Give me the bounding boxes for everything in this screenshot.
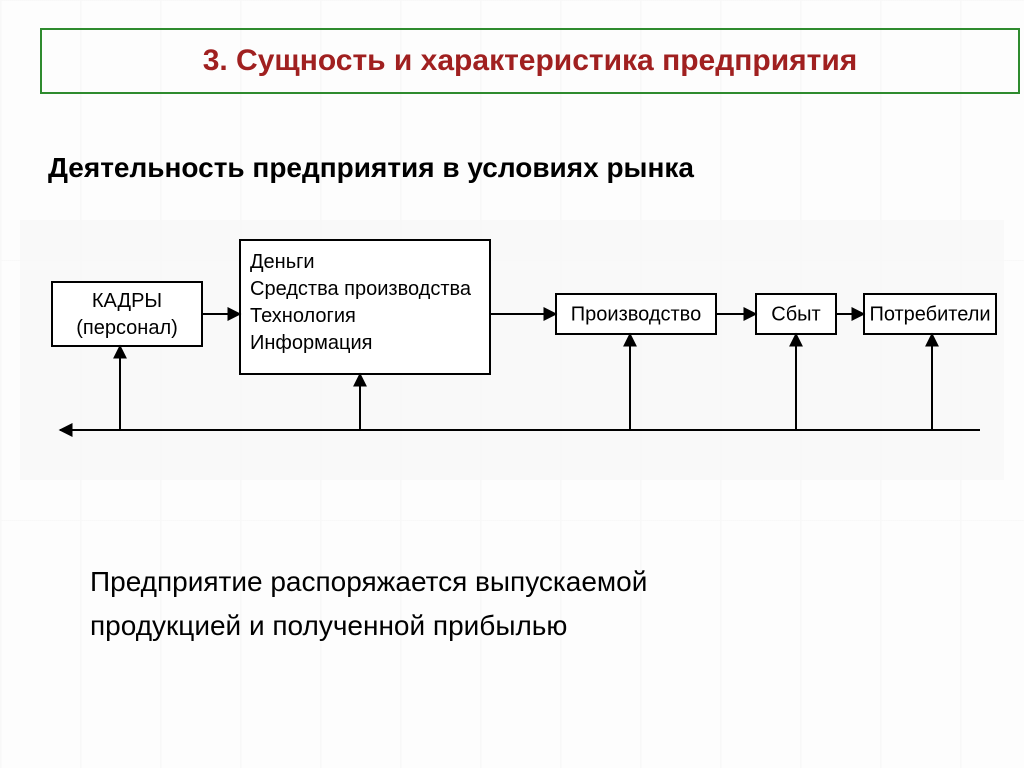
- flowchart-svg: КАДРЫ (персонал) Деньги Средства производст…: [20, 220, 1004, 480]
- subtitle-text: Деятельность предприятия в условиях рынк…: [48, 152, 694, 183]
- slide: 3. Сущность и характеристика предприятия…: [0, 0, 1024, 768]
- flowchart-node-label: Потребители: [869, 304, 990, 326]
- flowchart-node-label: Информация: [250, 332, 372, 354]
- flowchart-node-label: Технология: [250, 305, 356, 327]
- flowchart-node-label: (персонал): [76, 317, 178, 339]
- bottom-note-line-2: продукцией и полученной прибылью: [90, 604, 647, 648]
- slide-title-box: 3. Сущность и характеристика предприятия: [40, 28, 1020, 94]
- flowchart-node-label: Производство: [571, 304, 701, 326]
- flowchart-node-label: КАДРЫ: [92, 290, 162, 312]
- flowchart-node-label: Сбыт: [771, 304, 820, 326]
- slide-title-text: 3. Сущность и характеристика предприятия: [203, 44, 858, 77]
- flowchart-diagram: КАДРЫ (персонал) Деньги Средства производст…: [20, 220, 1004, 480]
- flowchart-node-label: Средства производства: [250, 278, 472, 300]
- bottom-note-line-1: Предприятие распоряжается выпускаемой: [90, 560, 647, 604]
- slide-subtitle: Деятельность предприятия в условиях рынк…: [48, 152, 694, 184]
- bottom-note: Предприятие распоряжается выпускаемой пр…: [90, 560, 647, 648]
- flowchart-node-label: Деньги: [250, 251, 315, 273]
